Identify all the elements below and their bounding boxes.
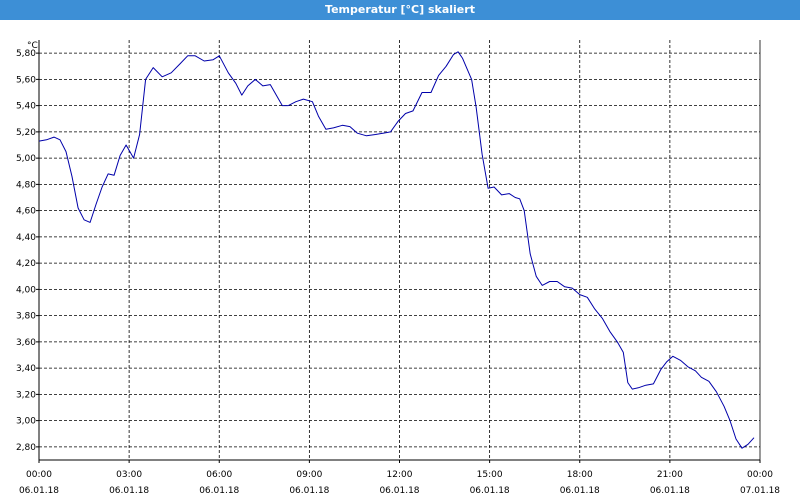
y-tick-label: 5,00: [16, 154, 36, 164]
x-tick-time: 03:00: [116, 470, 142, 480]
y-tick-label: 5,40: [16, 102, 36, 112]
x-tick-time: 12:00: [387, 470, 413, 480]
y-tick-label: 2,80: [16, 443, 36, 453]
x-tick-date: 06.01.18: [650, 486, 690, 496]
x-tick-time: 09:00: [296, 470, 322, 480]
temperature-chart: 2,80 3,00 3,20 3,40 3,60 3,80 4,00 4,20 4,40 4,60…: [16, 40, 780, 496]
y-axis-labels: 2,80 3,00 3,20 3,40 3,60 3,80 4,00 4,20 4,40 4,60…: [16, 49, 36, 453]
x-tick-time: 21:00: [657, 470, 683, 480]
x-tick-date: 06.01.18: [109, 486, 149, 496]
y-tick-label: 4,60: [16, 207, 36, 217]
x-tick-date: 06.01.18: [560, 486, 600, 496]
x-tick-date: 06.01.18: [19, 486, 59, 496]
y-tick-label: 4,20: [16, 259, 36, 269]
x-tick-time: 00:00: [26, 470, 52, 480]
y-tick-label: 3,60: [16, 338, 36, 348]
chart-title: Temperatur [°C] skaliert: [0, 0, 800, 20]
y-tick-label: 4,80: [16, 180, 36, 190]
x-tick-date: 06.01.18: [199, 486, 239, 496]
x-tick-date: 06.01.18: [470, 486, 510, 496]
y-tick-label: 3,00: [16, 417, 36, 427]
x-tick-time: 18:00: [567, 470, 593, 480]
series-line: [38, 51, 755, 449]
x-tick-time: 15:00: [477, 470, 503, 480]
y-tick-label: 3,20: [16, 390, 36, 400]
y-tick-label: 4,40: [16, 233, 36, 243]
x-tick-time: 06:00: [206, 470, 232, 480]
axes: [36, 40, 761, 463]
y-tick-label: 4,00: [16, 285, 36, 295]
y-tick-label: 5,80: [16, 49, 36, 59]
series-group: [38, 51, 755, 449]
x-tick-date: 07.01.18: [740, 486, 780, 496]
y-tick-label: 3,40: [16, 364, 36, 374]
x-tick-date: 06.01.18: [289, 486, 329, 496]
grid-lines: [39, 40, 760, 460]
y-tick-label: 3,80: [16, 312, 36, 322]
x-axis-labels: 00:00 06.01.18 03:00 06.01.18 06:00 06.01.18 0…: [19, 470, 780, 496]
x-tick-date: 06.01.18: [379, 486, 419, 496]
x-tick-time: 00:00: [747, 470, 773, 480]
y-axis-unit: °C: [27, 41, 38, 51]
y-tick-label: 5,20: [16, 128, 36, 138]
y-tick-label: 5,60: [16, 75, 36, 85]
